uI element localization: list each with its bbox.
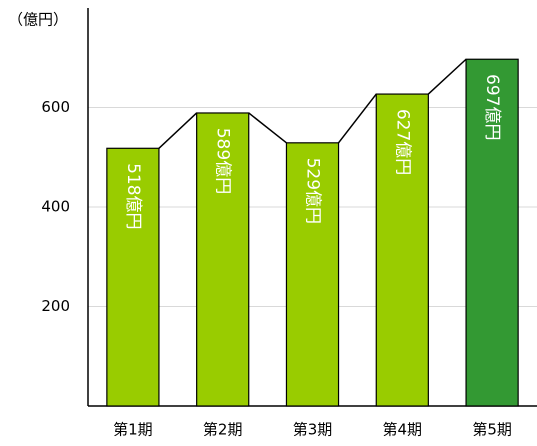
- value-label: 589億円: [213, 128, 233, 194]
- x-tick-label: 第3期: [293, 421, 333, 439]
- x-tick-label: 第2期: [203, 421, 243, 439]
- value-label: 627億円: [392, 109, 412, 175]
- y-tick-label: 600: [41, 98, 70, 116]
- connector: [337, 93, 377, 144]
- x-tick-label: 第5期: [472, 421, 512, 439]
- bar: [465, 58, 519, 407]
- y-tick-label: 200: [41, 297, 70, 315]
- connector: [427, 58, 467, 95]
- x-tick-label: 第1期: [113, 421, 153, 439]
- bar: [196, 112, 250, 407]
- y-unit-label: （億円）: [8, 11, 68, 29]
- value-label: 529億円: [303, 158, 323, 224]
- value-label: 697億円: [482, 74, 502, 140]
- x-tick-label: 第4期: [383, 421, 423, 439]
- connector: [248, 112, 287, 144]
- value-label: 518億円: [123, 163, 143, 229]
- bar: [106, 147, 160, 407]
- y-tick-label: 400: [41, 198, 70, 216]
- connector: [158, 112, 198, 149]
- bar: [375, 93, 429, 407]
- bar: [285, 142, 340, 407]
